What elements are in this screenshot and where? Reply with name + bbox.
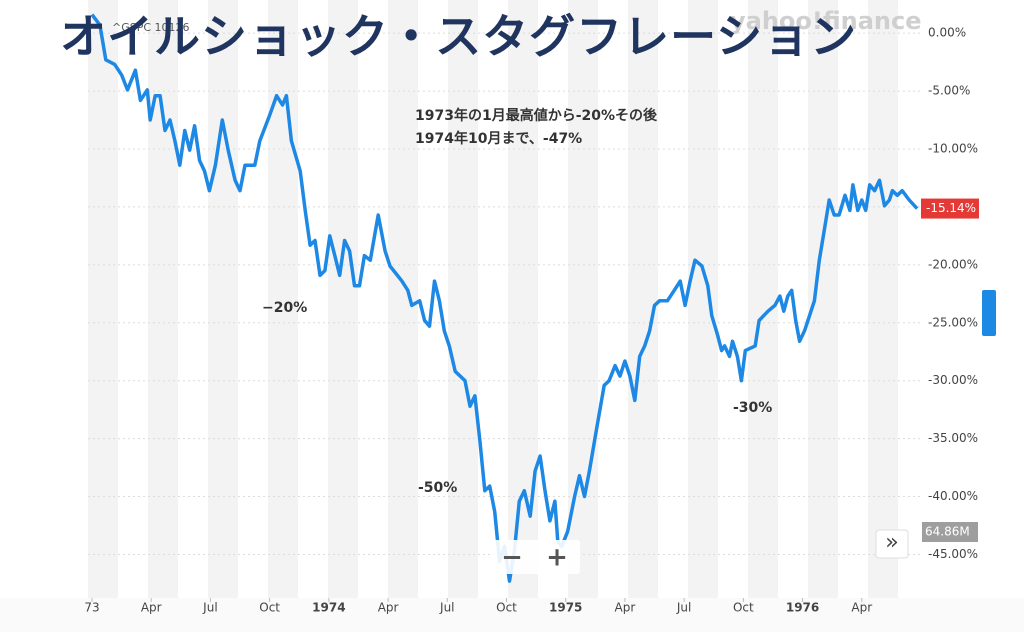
annotation: -50% [418,480,457,496]
x-tick-label: Apr [851,601,872,615]
chart-title: オイルショック・スタグフレーション [60,10,857,64]
expand-button[interactable] [875,529,909,559]
plot: 0.00%-5.00%-10.00%-15.00%-20.00%-25.00%-… [84,13,978,615]
y-tick-label: -20.00% [928,257,978,271]
annotation: 1974年10月まで、-47% [415,130,582,147]
y-tick-label: -5.00% [928,84,970,98]
x-tick-label: Apr [615,601,636,615]
y-tick-label: -10.00% [928,142,978,156]
volume-badge [922,522,978,542]
x-tick-label: Oct [733,601,754,615]
x-tick-label: Oct [259,601,280,615]
expand-icon[interactable]: » [885,530,898,555]
side-tab[interactable] [982,290,996,336]
annotation: -30% [733,400,772,416]
watermark: yahoo!finance [730,7,922,35]
zoom-out[interactable]: − [501,543,523,573]
zoom-control [490,540,580,574]
volume-label: 64.86M [925,525,970,539]
ticker: ^GSPC 10126 [112,21,190,34]
x-tick-label: 1974 [312,601,345,615]
annotation: 1973年の1月最高値から-20%その後 [415,107,658,124]
current-label: -15.14% [926,201,976,215]
x-tick-label: 73 [84,601,99,615]
x-tick-label: Jul [439,601,454,615]
zoom-in[interactable]: + [546,543,568,573]
x-axis-band [0,598,1024,632]
y-tick-label: -25.00% [928,315,978,329]
price-line [90,13,919,583]
annotation: −20% [262,300,307,316]
x-tick-label: Apr [141,601,162,615]
x-tick-label: Oct [496,601,517,615]
x-tick-label: 1975 [549,601,582,615]
x-tick-label: Apr [378,601,399,615]
x-tick-label: Jul [202,601,217,615]
y-tick-label: -30.00% [928,373,978,387]
y-tick-label: -40.00% [928,489,978,503]
y-tick-label: 0.00% [928,26,966,40]
y-tick-label: -45.00% [928,547,978,561]
x-tick-label: 1976 [786,601,819,615]
current-badge [921,198,979,219]
x-tick-label: Jul [676,601,691,615]
y-tick-label: -35.00% [928,431,978,445]
